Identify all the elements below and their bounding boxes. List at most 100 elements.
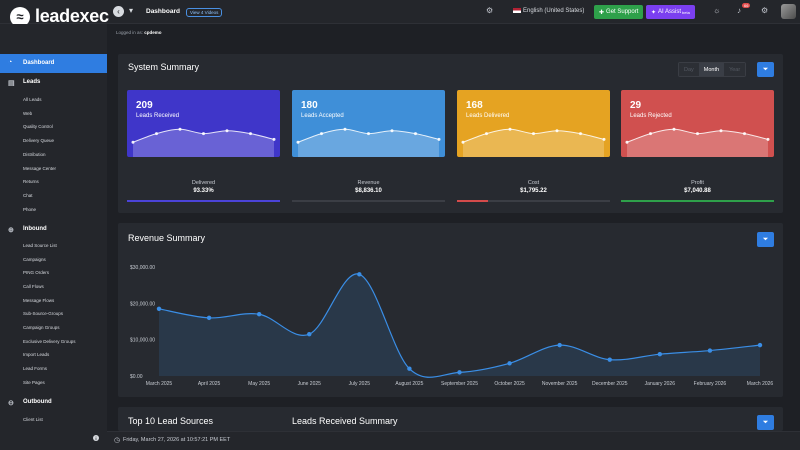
sidebar-item-all-leads[interactable]: All Leads: [23, 97, 42, 102]
sidebar-item-chat[interactable]: Chat: [23, 193, 33, 198]
sparkline-point: [155, 132, 158, 136]
period-day[interactable]: Day: [679, 63, 699, 76]
sidebar-item-phone[interactable]: Phone: [23, 207, 37, 212]
logo[interactable]: ≈ leadexec: [10, 6, 109, 27]
logo-text: leadexec: [35, 6, 109, 26]
stat-card-rejected[interactable]: 29 Leads Rejected: [621, 90, 774, 157]
sidebar-item-message-flows[interactable]: Message Flows: [23, 298, 55, 303]
period-month[interactable]: Month: [698, 63, 725, 76]
ai-assist-button[interactable]: ✦ AI Assist beta: [646, 5, 695, 19]
sidebar-section-outbound[interactable]: ⊖ Outbound: [0, 399, 107, 407]
support-icon: ✚: [599, 9, 605, 16]
metric-delivered: Delivered 93.33%: [127, 180, 280, 202]
sidebar-item-campaigns[interactable]: Campaigns: [23, 257, 46, 262]
sparkline-point: [202, 132, 205, 136]
stat-label: Leads Accepted: [301, 113, 344, 119]
sparkline-point: [555, 129, 559, 133]
revenue-point: [307, 332, 312, 337]
bell-icon[interactable]: ♪: [737, 6, 741, 15]
revenue-chart: $0.00 $10,000.00 $20,000.00 $30,000.00 March…: [130, 265, 773, 387]
sidebar-item-exclusive-delivery-groups[interactable]: Exclusive Delivery Groups: [23, 339, 76, 344]
sparkline-point: [296, 140, 300, 144]
sparkline-point: [743, 132, 746, 136]
sidebar-item-message-center[interactable]: Message Center: [23, 166, 57, 171]
sidebar-item-sub-source-groups[interactable]: Sub-Source-Groups: [23, 311, 64, 316]
metric-label: Delivered: [191, 180, 216, 186]
metric-value: $8,836.10: [355, 188, 382, 194]
leads-received-summary-title: Leads Received Summary: [292, 416, 398, 426]
avatar[interactable]: [781, 4, 796, 19]
x-tick-label: November 2025: [542, 381, 578, 387]
leads-icon: ▤: [8, 80, 15, 87]
stat-value: 180: [301, 100, 318, 111]
stat-card-accepted[interactable]: 180 Leads Accepted: [292, 90, 445, 157]
theme-toggle-icon[interactable]: ☼: [713, 6, 721, 15]
x-tick-label: June 2025: [298, 381, 322, 387]
sidebar-item-lead-source-list[interactable]: Lead Source List: [23, 243, 57, 248]
sidebar-item-import-leads[interactable]: Import Leads: [23, 352, 50, 357]
revenue-point: [607, 357, 612, 362]
section-label: Leads: [23, 79, 41, 85]
sparkline-area: [298, 129, 439, 157]
sidebar-section-inbound[interactable]: ⊕ Inbound: [0, 226, 107, 234]
language-selector[interactable]: English (United States): [513, 8, 584, 14]
sidebar-item-campaign-groups[interactable]: Campaign Groups: [23, 325, 60, 330]
received-filter-button[interactable]: ⏷: [757, 415, 774, 430]
sparkline: [461, 127, 606, 157]
chevron-down-icon[interactable]: ▾: [129, 6, 134, 15]
metric-bar-fill: [127, 200, 280, 202]
stat-card-delivered[interactable]: 168 Leads Delivered: [457, 90, 610, 157]
stat-card-received[interactable]: 209 Leads Received: [127, 90, 280, 157]
gear-icon[interactable]: ⚙: [761, 6, 769, 15]
sparkline-point: [249, 132, 252, 136]
sidebar-item-delivery-queue[interactable]: Delivery Queue: [23, 138, 55, 143]
revenue-filter-button[interactable]: ⏷: [757, 232, 774, 247]
sidebar-item-site-pages[interactable]: Site Pages: [23, 380, 45, 385]
metric-label: Revenue: [357, 180, 380, 186]
y-tick-label: $0.00: [130, 374, 143, 380]
sidebar-item-quality-control[interactable]: Quality Control: [23, 124, 53, 129]
funnel-icon: ⏷: [762, 65, 769, 73]
sidebar-item-distribution[interactable]: Distribution: [23, 152, 46, 157]
x-tick-label: March 2025: [146, 381, 173, 387]
flag-icon: [513, 8, 521, 13]
sidebar: ◔ Dashboard ▤ Leads All Leads Web Qualit…: [0, 24, 107, 450]
footer-datetime: Friday, March 27, 2026 at 10:57:21 PM EE…: [123, 437, 231, 443]
x-tick-label: September 2025: [441, 381, 478, 387]
inbound-icon: ⊕: [8, 227, 14, 234]
logo-icon: ≈: [10, 6, 30, 27]
sidebar-section-leads[interactable]: ▤ Leads: [0, 79, 107, 87]
revenue-point: [657, 352, 663, 357]
sidebar-item-ping-orders[interactable]: PING Orders: [23, 270, 50, 275]
sidebar-item-label: Dashboard: [23, 60, 55, 66]
sparkline-point: [579, 132, 582, 136]
view-videos-link[interactable]: View 4 Videos: [186, 8, 223, 17]
section-label: Outbound: [23, 399, 52, 405]
metric-value: $7,040.88: [684, 188, 711, 194]
filter-button[interactable]: ⏷: [757, 62, 774, 77]
y-tick-label: $30,000.00: [130, 265, 155, 271]
settings-cog-icon[interactable]: ⚙: [486, 6, 494, 15]
sidebar-item-web[interactable]: Web: [23, 111, 33, 116]
revenue-point: [206, 315, 212, 321]
sidebar-item-returns[interactable]: Returns: [23, 179, 39, 184]
sidebar-item-client-list[interactable]: Client List: [23, 417, 43, 422]
sparkline-area: [133, 129, 274, 157]
logged-in-info: Logged in as: cpdemo: [116, 30, 162, 35]
info-icon[interactable]: i: [93, 435, 99, 441]
sidebar-item-lead-forms[interactable]: Lead Forms: [23, 366, 48, 371]
x-tick-label: May 2025: [248, 381, 270, 387]
sparkline-point: [508, 127, 512, 131]
back-icon[interactable]: ‹: [113, 6, 124, 17]
metric-label: Cost: [527, 180, 540, 186]
y-tick-label: $10,000.00: [130, 338, 155, 344]
metric-bar: [292, 200, 445, 202]
revenue-summary-card: [118, 223, 783, 397]
get-support-button[interactable]: ✚ Get Support: [594, 5, 644, 19]
period-year[interactable]: Year: [724, 63, 746, 76]
sidebar-item-dashboard[interactable]: ◔ Dashboard: [0, 54, 107, 73]
stat-value: 209: [136, 100, 153, 111]
sidebar-item-call-flows[interactable]: Call Flows: [23, 284, 44, 289]
top-bar: ≈ leadexec ‹ ▾ Dashboard View 4 Videos ⚙…: [0, 0, 800, 27]
sparkline-point: [602, 137, 606, 141]
